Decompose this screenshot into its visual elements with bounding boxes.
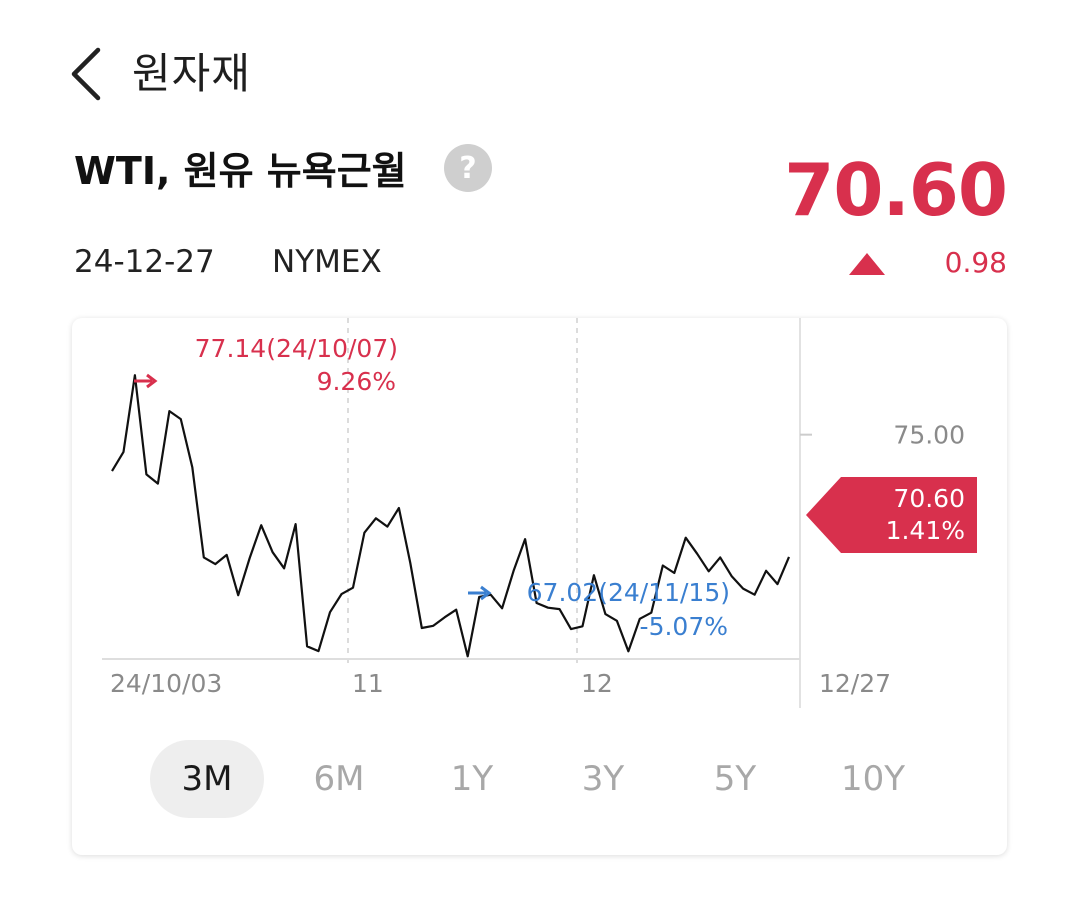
current-price-tag: 70.60 1.41%	[806, 477, 977, 553]
quote-date: 24-12-27	[74, 244, 215, 280]
period-3y[interactable]: 3Y	[581, 759, 625, 799]
up-triangle-icon	[849, 253, 885, 275]
max-pct: 9.26%	[317, 367, 396, 396]
min-pct: -5.07%	[640, 612, 728, 641]
x-tick-end: 12/27	[819, 669, 891, 698]
max-label: 77.14(24/10/07)	[195, 334, 398, 363]
instrument-name: WTI, 원유 뉴욕근월	[74, 149, 407, 193]
current-price: 70.60	[784, 148, 1008, 232]
period-1y[interactable]: 1Y	[450, 759, 494, 799]
price-tag-value: 70.60	[893, 484, 965, 513]
price-series-line	[111, 374, 791, 658]
y-tick-label: 75.00	[893, 421, 965, 450]
min-annotation: 67.02(24/11/15) -5.07%	[468, 578, 730, 641]
max-annotation: 77.14(24/10/07) 9.26%	[134, 334, 398, 396]
price-change: 0.98	[944, 246, 1007, 279]
price-chart[interactable]: 75.00 77.14(24/10/07) 9.26% 67.02(24/11/…	[72, 318, 1007, 718]
period-6m[interactable]: 6M	[313, 759, 365, 799]
chevron-left-icon	[71, 47, 101, 101]
min-arrow-head	[480, 585, 492, 601]
page-title: 원자재	[132, 49, 251, 98]
period-5y[interactable]: 5Y	[713, 759, 757, 799]
period-10y[interactable]: 10Y	[840, 759, 906, 799]
max-arrow-head	[146, 373, 158, 389]
x-tick-start: 24/10/03	[110, 669, 222, 698]
price-tag-pct: 1.41%	[886, 516, 965, 545]
x-tick-dec: 12	[581, 669, 613, 698]
price-tag-shape	[806, 477, 977, 553]
min-label: 67.02(24/11/15)	[527, 578, 730, 607]
chart-card: 75.00 77.14(24/10/07) 9.26% 67.02(24/11/…	[72, 318, 1007, 855]
exchange-name: NYMEX	[272, 244, 382, 280]
back-button[interactable]	[66, 44, 110, 104]
period-selector: 3M 6M 1Y 3Y 5Y 10Y	[72, 740, 1007, 820]
period-3m[interactable]: 3M	[150, 740, 264, 818]
help-icon[interactable]: ?	[444, 144, 492, 192]
x-tick-nov: 11	[352, 669, 384, 698]
